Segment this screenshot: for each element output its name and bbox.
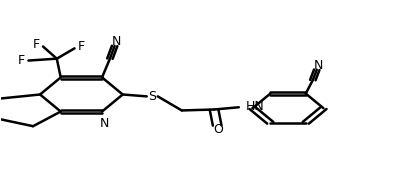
Text: O: O bbox=[213, 123, 223, 136]
Text: N: N bbox=[314, 60, 323, 73]
Text: F: F bbox=[18, 54, 25, 67]
Text: F: F bbox=[32, 38, 40, 51]
Text: N: N bbox=[99, 117, 109, 130]
Text: HN: HN bbox=[246, 100, 265, 113]
Text: F: F bbox=[78, 40, 85, 53]
Text: N: N bbox=[112, 35, 121, 48]
Text: S: S bbox=[148, 90, 156, 103]
